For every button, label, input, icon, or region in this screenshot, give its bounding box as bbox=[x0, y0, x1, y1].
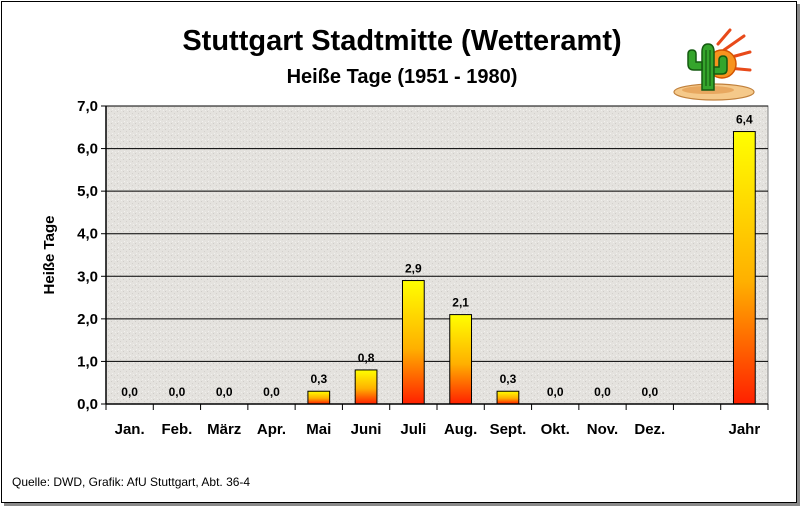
data-label: 0,3 bbox=[500, 372, 517, 386]
x-tick-label: Apr. bbox=[257, 421, 286, 438]
bar bbox=[307, 390, 331, 405]
data-label: 2,1 bbox=[452, 296, 469, 310]
data-label: 2,9 bbox=[405, 262, 422, 276]
x-tick-label: Juni bbox=[351, 421, 382, 438]
plot-background bbox=[105, 105, 769, 405]
data-label: 0,0 bbox=[169, 385, 186, 399]
y-tick-label: 4,0 bbox=[77, 226, 98, 243]
x-tick-label: Aug. bbox=[444, 421, 477, 438]
data-label: 0,0 bbox=[216, 385, 233, 399]
x-tick-label: Nov. bbox=[587, 421, 618, 438]
plot-area: 0,0 1,0 2,0 3,0 4,0 5,0 6,0 7,0 0,0 Jan. 0,0 Feb. 0,… bbox=[77, 98, 769, 438]
chart-subtitle: Heiße Tage (1951 - 1980) bbox=[287, 66, 518, 88]
bar bbox=[401, 280, 425, 405]
bar bbox=[496, 390, 520, 405]
data-label: 6,4 bbox=[736, 113, 753, 127]
data-label: 0,0 bbox=[547, 385, 564, 399]
x-tick-label: Sept. bbox=[490, 421, 527, 438]
y-tick-label: 3,0 bbox=[77, 268, 98, 285]
x-tick-label: Juli bbox=[400, 421, 426, 438]
x-tick-label: Jan. bbox=[115, 421, 145, 438]
bar bbox=[449, 314, 473, 405]
chart-svg: Stuttgart Stadtmitte (Wetteramt) Heiße T… bbox=[12, 25, 769, 489]
y-tick-label: 1,0 bbox=[77, 353, 98, 370]
data-label: 0,0 bbox=[121, 385, 138, 399]
x-tick-label: März bbox=[207, 421, 241, 438]
y-tick-label: 7,0 bbox=[77, 98, 98, 115]
data-label: 0,0 bbox=[263, 385, 280, 399]
data-label: 0,3 bbox=[310, 372, 327, 386]
x-tick-label: Mai bbox=[306, 421, 331, 438]
x-tick-label: Dez. bbox=[634, 421, 665, 438]
bar bbox=[354, 369, 378, 405]
cactus-sun-icon bbox=[673, 28, 755, 101]
y-tick-label: 0,0 bbox=[77, 396, 98, 413]
y-tick-label: 6,0 bbox=[77, 141, 98, 158]
y-axis-label: Heiße Tage bbox=[41, 216, 58, 295]
data-label: 0,8 bbox=[358, 351, 375, 365]
y-tick-label: 2,0 bbox=[77, 311, 98, 328]
source-note: Quelle: DWD, Grafik: AfU Stuttgart, Abt.… bbox=[12, 475, 250, 489]
x-tick-label: Feb. bbox=[162, 421, 193, 438]
chart-frame: Stuttgart Stadtmitte (Wetteramt) Heiße T… bbox=[1, 1, 797, 503]
chart-title: Stuttgart Stadtmitte (Wetteramt) bbox=[182, 25, 621, 57]
x-tick-label: Jahr bbox=[729, 421, 761, 438]
bar bbox=[732, 131, 756, 405]
y-tick-label: 5,0 bbox=[77, 183, 98, 200]
data-label: 0,0 bbox=[594, 385, 611, 399]
x-tick-label: Okt. bbox=[541, 421, 570, 438]
data-label: 0,0 bbox=[641, 385, 658, 399]
